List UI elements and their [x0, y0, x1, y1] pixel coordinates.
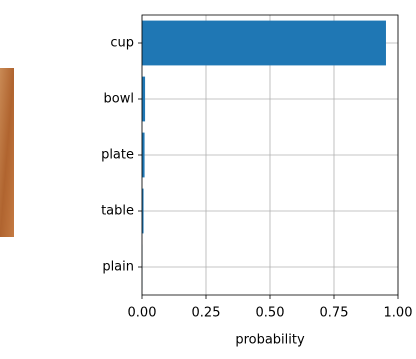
x-tick-label: 1.00 — [384, 306, 413, 321]
x-tick-label: 0.00 — [128, 306, 157, 321]
x-tick-label: 0.75 — [320, 306, 349, 321]
page: {"chart_data": {"type": "barh", "xlabel"… — [0, 0, 416, 355]
y-tick-label: plate — [101, 148, 134, 163]
y-tick-label: plain — [102, 260, 134, 275]
bar — [142, 77, 145, 122]
x-axis-label: probability — [235, 333, 305, 348]
x-tick-label: 0.50 — [256, 306, 285, 321]
y-tick-label: cup — [110, 36, 134, 51]
y-tick-label: bowl — [104, 92, 134, 107]
bar — [142, 21, 386, 66]
photo-crop — [0, 68, 14, 237]
x-tick-label: 0.25 — [192, 306, 221, 321]
chart: probability 0.00 0.25 0.50 0.75 1.00 cup bowl p… — [0, 0, 416, 355]
y-tick-label: table — [101, 204, 134, 219]
